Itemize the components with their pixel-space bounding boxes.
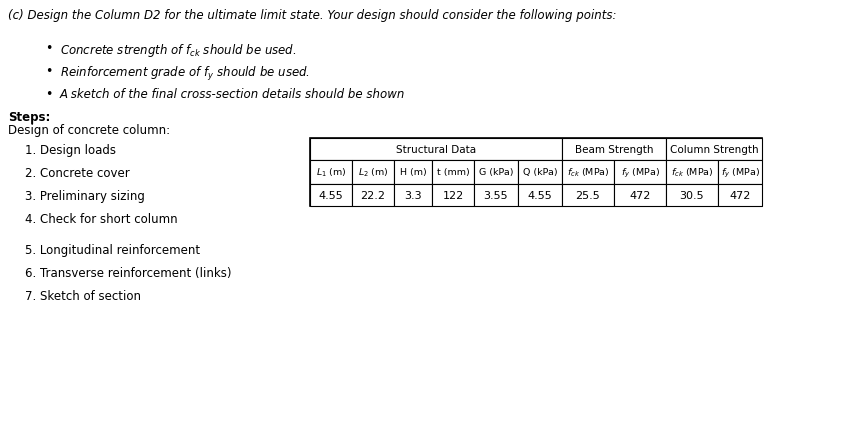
Text: $f_{ck}$ (MPa): $f_{ck}$ (MPa) [567, 166, 609, 179]
Text: Structural Data: Structural Data [396, 145, 476, 155]
Text: Q (kPa): Q (kPa) [523, 168, 557, 177]
FancyBboxPatch shape [666, 184, 718, 207]
Text: 30.5: 30.5 [679, 191, 704, 201]
Text: 22.2: 22.2 [360, 191, 385, 201]
Text: 6. Transverse reinforcement (links): 6. Transverse reinforcement (links) [25, 266, 231, 279]
FancyBboxPatch shape [432, 184, 474, 207]
Text: 3.3: 3.3 [404, 191, 421, 201]
FancyBboxPatch shape [310, 184, 352, 207]
Text: Design of concrete column:: Design of concrete column: [8, 124, 170, 137]
FancyBboxPatch shape [518, 161, 562, 184]
FancyBboxPatch shape [718, 161, 762, 184]
FancyBboxPatch shape [394, 184, 432, 207]
Text: $f_y$ (MPa): $f_y$ (MPa) [721, 166, 759, 179]
Text: 4.55: 4.55 [318, 191, 343, 201]
Text: 5. Longitudinal reinforcement: 5. Longitudinal reinforcement [25, 244, 200, 256]
Text: $L_1$ (m): $L_1$ (m) [316, 166, 347, 179]
FancyBboxPatch shape [518, 184, 562, 207]
FancyBboxPatch shape [562, 184, 614, 207]
FancyBboxPatch shape [718, 184, 762, 207]
Text: •: • [45, 42, 52, 55]
Text: Steps:: Steps: [8, 111, 51, 124]
Text: (c) Design the Column D2 for the ultimate limit state. Your design should consid: (c) Design the Column D2 for the ultimat… [8, 9, 617, 22]
Text: 25.5: 25.5 [575, 191, 600, 201]
FancyBboxPatch shape [432, 161, 474, 184]
FancyBboxPatch shape [394, 161, 432, 184]
FancyBboxPatch shape [310, 139, 762, 207]
Text: A sketch of the final cross-section details should be shown: A sketch of the final cross-section deta… [60, 88, 405, 101]
Text: 472: 472 [729, 191, 751, 201]
Text: G (kPa): G (kPa) [479, 168, 513, 177]
Text: 7. Sketch of section: 7. Sketch of section [25, 290, 141, 302]
Text: H (m): H (m) [400, 168, 427, 177]
Text: 3.55: 3.55 [483, 191, 508, 201]
FancyBboxPatch shape [614, 184, 666, 207]
Text: $L_2$ (m): $L_2$ (m) [358, 166, 389, 179]
FancyBboxPatch shape [562, 139, 666, 161]
FancyBboxPatch shape [352, 161, 394, 184]
Text: Concrete strength of $f_{ck}$ should be used.: Concrete strength of $f_{ck}$ should be … [60, 42, 297, 59]
Text: 472: 472 [630, 191, 651, 201]
Text: Beam Strength: Beam Strength [574, 145, 654, 155]
Text: 2. Concrete cover: 2. Concrete cover [25, 166, 130, 180]
FancyBboxPatch shape [614, 161, 666, 184]
Text: •: • [45, 65, 52, 78]
FancyBboxPatch shape [310, 139, 562, 161]
Text: Reinforcement grade of $f_y$ should be used.: Reinforcement grade of $f_y$ should be u… [60, 65, 310, 83]
FancyBboxPatch shape [474, 161, 518, 184]
Text: 1. Design loads: 1. Design loads [25, 144, 116, 157]
FancyBboxPatch shape [352, 184, 394, 207]
Text: $f_y$ (MPa): $f_y$ (MPa) [621, 166, 660, 179]
Text: •: • [45, 88, 52, 101]
Text: 122: 122 [442, 191, 464, 201]
Text: t (mm): t (mm) [437, 168, 470, 177]
FancyBboxPatch shape [666, 139, 762, 161]
Text: Column Strength: Column Strength [670, 145, 759, 155]
Text: 3. Preliminary sizing: 3. Preliminary sizing [25, 190, 144, 202]
FancyBboxPatch shape [310, 161, 352, 184]
Text: $f_{ck}$ (MPa): $f_{ck}$ (MPa) [671, 166, 713, 179]
Text: 4.55: 4.55 [528, 191, 552, 201]
FancyBboxPatch shape [562, 161, 614, 184]
Text: 4. Check for short column: 4. Check for short column [25, 212, 178, 226]
FancyBboxPatch shape [474, 184, 518, 207]
FancyBboxPatch shape [666, 161, 718, 184]
